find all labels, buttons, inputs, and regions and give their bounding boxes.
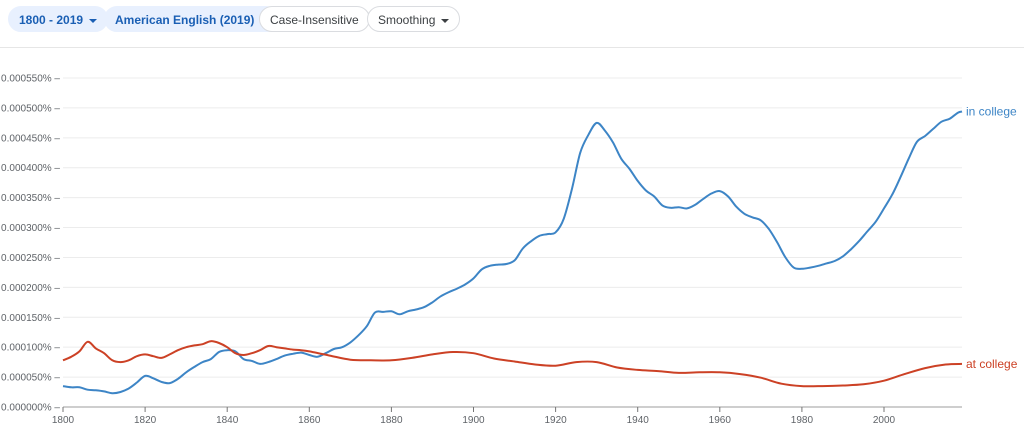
- x-tick-label: 1820: [134, 415, 157, 426]
- y-tick-label: 0.000150% –: [1, 313, 60, 324]
- y-tick-label: 0.000350% –: [1, 193, 60, 204]
- case-insensitive-toggle[interactable]: Case-Insensitive: [259, 6, 370, 32]
- corpus-dropdown[interactable]: American English (2019): [104, 6, 280, 32]
- grid-lines: [63, 77, 962, 408]
- y-tick-label: 0.000000% –: [1, 403, 60, 414]
- x-tick-label: 1920: [544, 415, 567, 426]
- y-tick-label: 0.000100% –: [1, 343, 60, 354]
- y-tick-label: 0.000200% –: [1, 283, 60, 294]
- x-tick-label: 1880: [380, 415, 403, 426]
- y-tick-label: 0.000400% –: [1, 163, 60, 174]
- y-tick-label: 0.000250% –: [1, 253, 60, 264]
- year-range-label: 1800 - 2019: [19, 13, 84, 27]
- y-tick-label: 0.000450% –: [1, 133, 60, 144]
- case-insensitive-label: Case-Insensitive: [270, 13, 359, 27]
- x-tick-label: 1800: [52, 415, 75, 426]
- x-tick-label: 1840: [216, 415, 239, 426]
- series-line-in-college[interactable]: [62, 110, 963, 395]
- series-labels: in college at college: [966, 104, 1018, 370]
- x-tick-label: 1980: [791, 415, 814, 426]
- x-tick-label: 2000: [873, 415, 896, 426]
- y-tick-label: 0.000550% –: [1, 74, 60, 85]
- smoothing-label: Smoothing: [378, 13, 436, 27]
- ngram-chart: 0.000000% – 0.000050% – 0.000100% – 0.00015…: [1, 74, 1018, 427]
- series-label-in-college[interactable]: in college: [966, 104, 1017, 118]
- x-tick-label: 1940: [627, 415, 650, 426]
- year-range-dropdown[interactable]: 1800 - 2019: [8, 6, 109, 32]
- series-label-at-college[interactable]: at college: [966, 357, 1018, 371]
- x-tick-label: 1960: [709, 415, 732, 426]
- y-tick-label: 0.000300% –: [1, 223, 60, 234]
- chevron-down-icon: [441, 18, 450, 23]
- axes: 0.000000% – 0.000050% – 0.000100% – 0.00015…: [1, 74, 896, 427]
- series-line-at-college[interactable]: [62, 340, 963, 388]
- x-tick-label: 1900: [462, 415, 485, 426]
- y-tick-label: 0.000050% –: [1, 373, 60, 384]
- smoothing-dropdown[interactable]: Smoothing: [367, 6, 461, 32]
- corpus-label: American English (2019): [115, 13, 255, 27]
- toolbar: 1800 - 2019 American English (2019) Case…: [0, 0, 1024, 48]
- chevron-down-icon: [89, 18, 98, 23]
- series-lines: [62, 110, 963, 395]
- x-tick-label: 1860: [298, 415, 321, 426]
- y-tick-label: 0.000500% –: [1, 103, 60, 114]
